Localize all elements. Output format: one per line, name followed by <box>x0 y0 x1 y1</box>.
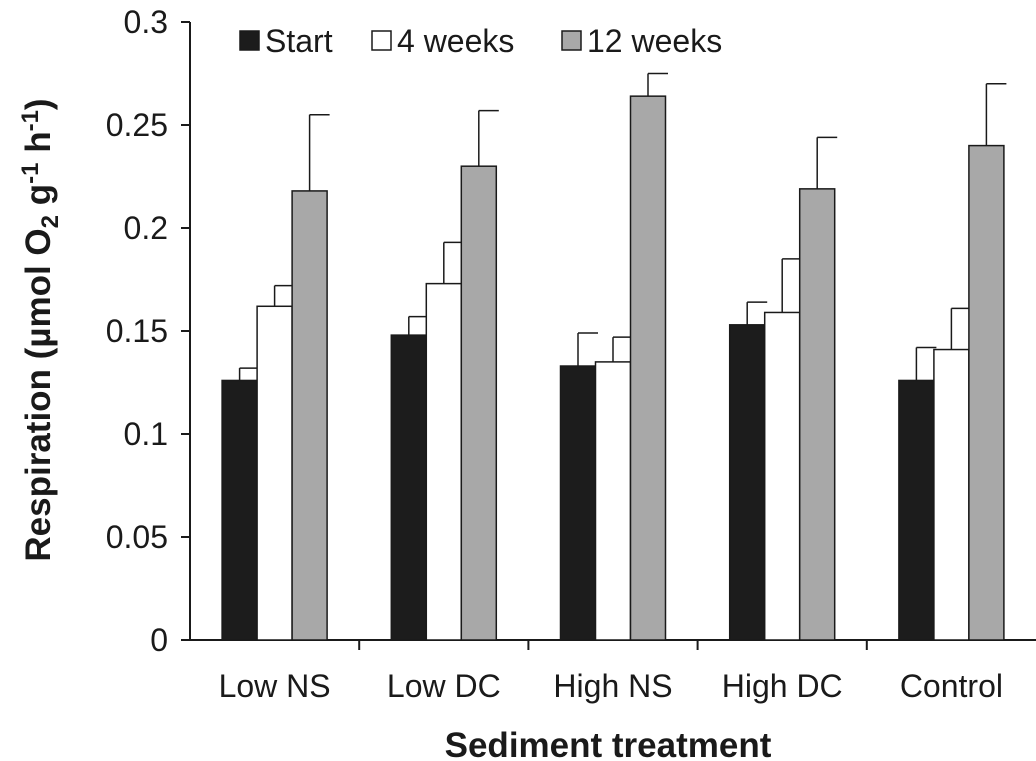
x-category-label: High DC <box>722 668 843 704</box>
bar-12-weeks-low-ns <box>291 190 328 641</box>
y-axis-title-subscript: 2 <box>37 215 64 228</box>
y-tick-label: 0 <box>150 622 168 658</box>
bar-4-weeks-low-dc <box>425 282 463 641</box>
x-category-label: High NS <box>553 668 672 704</box>
x-category-label: Low DC <box>387 668 501 704</box>
legend-swatch <box>371 30 392 51</box>
y-tick-label: 0.15 <box>106 313 168 349</box>
legend: Start 4 weeks 12 weeks <box>239 23 722 59</box>
bar-4-weeks-high-dc <box>763 311 801 641</box>
bar-4-weeks-control <box>933 348 970 641</box>
bar-start-high-dc <box>728 324 766 641</box>
x-category-label: Control <box>900 668 1003 704</box>
legend-swatch <box>239 30 260 51</box>
y-axis-title-superscript-1: -1 <box>17 163 44 184</box>
bar-12-weeks-low-dc <box>460 165 498 641</box>
bar-4-weeks-high-ns <box>594 361 632 641</box>
legend-swatch <box>561 30 582 51</box>
y-tick-label: 0.3 <box>124 4 168 40</box>
legend-label: 4 weeks <box>397 23 514 59</box>
x-axis-title: Sediment treatment <box>445 726 772 761</box>
x-category-label: Low NS <box>219 668 331 704</box>
y-axis-title-end: ) <box>19 98 58 110</box>
bar-4-weeks-low-ns <box>256 305 293 641</box>
bar-start-control <box>898 379 935 641</box>
legend-label: 12 weeks <box>587 23 722 59</box>
bar-start-low-ns <box>221 379 258 641</box>
y-tick-label: 0.2 <box>124 210 168 246</box>
bar-start-high-ns <box>559 365 597 641</box>
legend-label: Start <box>265 23 333 59</box>
y-axis-title-mid: g <box>19 184 58 215</box>
y-axis-title-main: Respiration (µmol O <box>19 228 58 561</box>
y-axis-title-superscript-2: -1 <box>17 110 44 131</box>
y-tick-label: 0.1 <box>124 416 168 452</box>
bars <box>221 72 1007 641</box>
y-tick-label: 0.25 <box>106 107 168 143</box>
bar-start-low-dc <box>390 334 428 641</box>
bar-12-weeks-high-dc <box>798 188 836 641</box>
bar-12-weeks-high-ns <box>629 95 667 641</box>
y-tick-label: 0.05 <box>106 519 168 555</box>
y-axis: 0 0.05 0.1 0.15 0.2 0.25 0.3 <box>106 4 191 658</box>
y-axis-title-h: h <box>19 131 58 162</box>
x-axis: Low NS Low DC High NS High DC Control <box>190 639 1036 704</box>
bar-12-weeks-control <box>968 144 1005 641</box>
y-axis-title: Respiration (µmol O2 g-1 h-1) <box>17 98 64 561</box>
